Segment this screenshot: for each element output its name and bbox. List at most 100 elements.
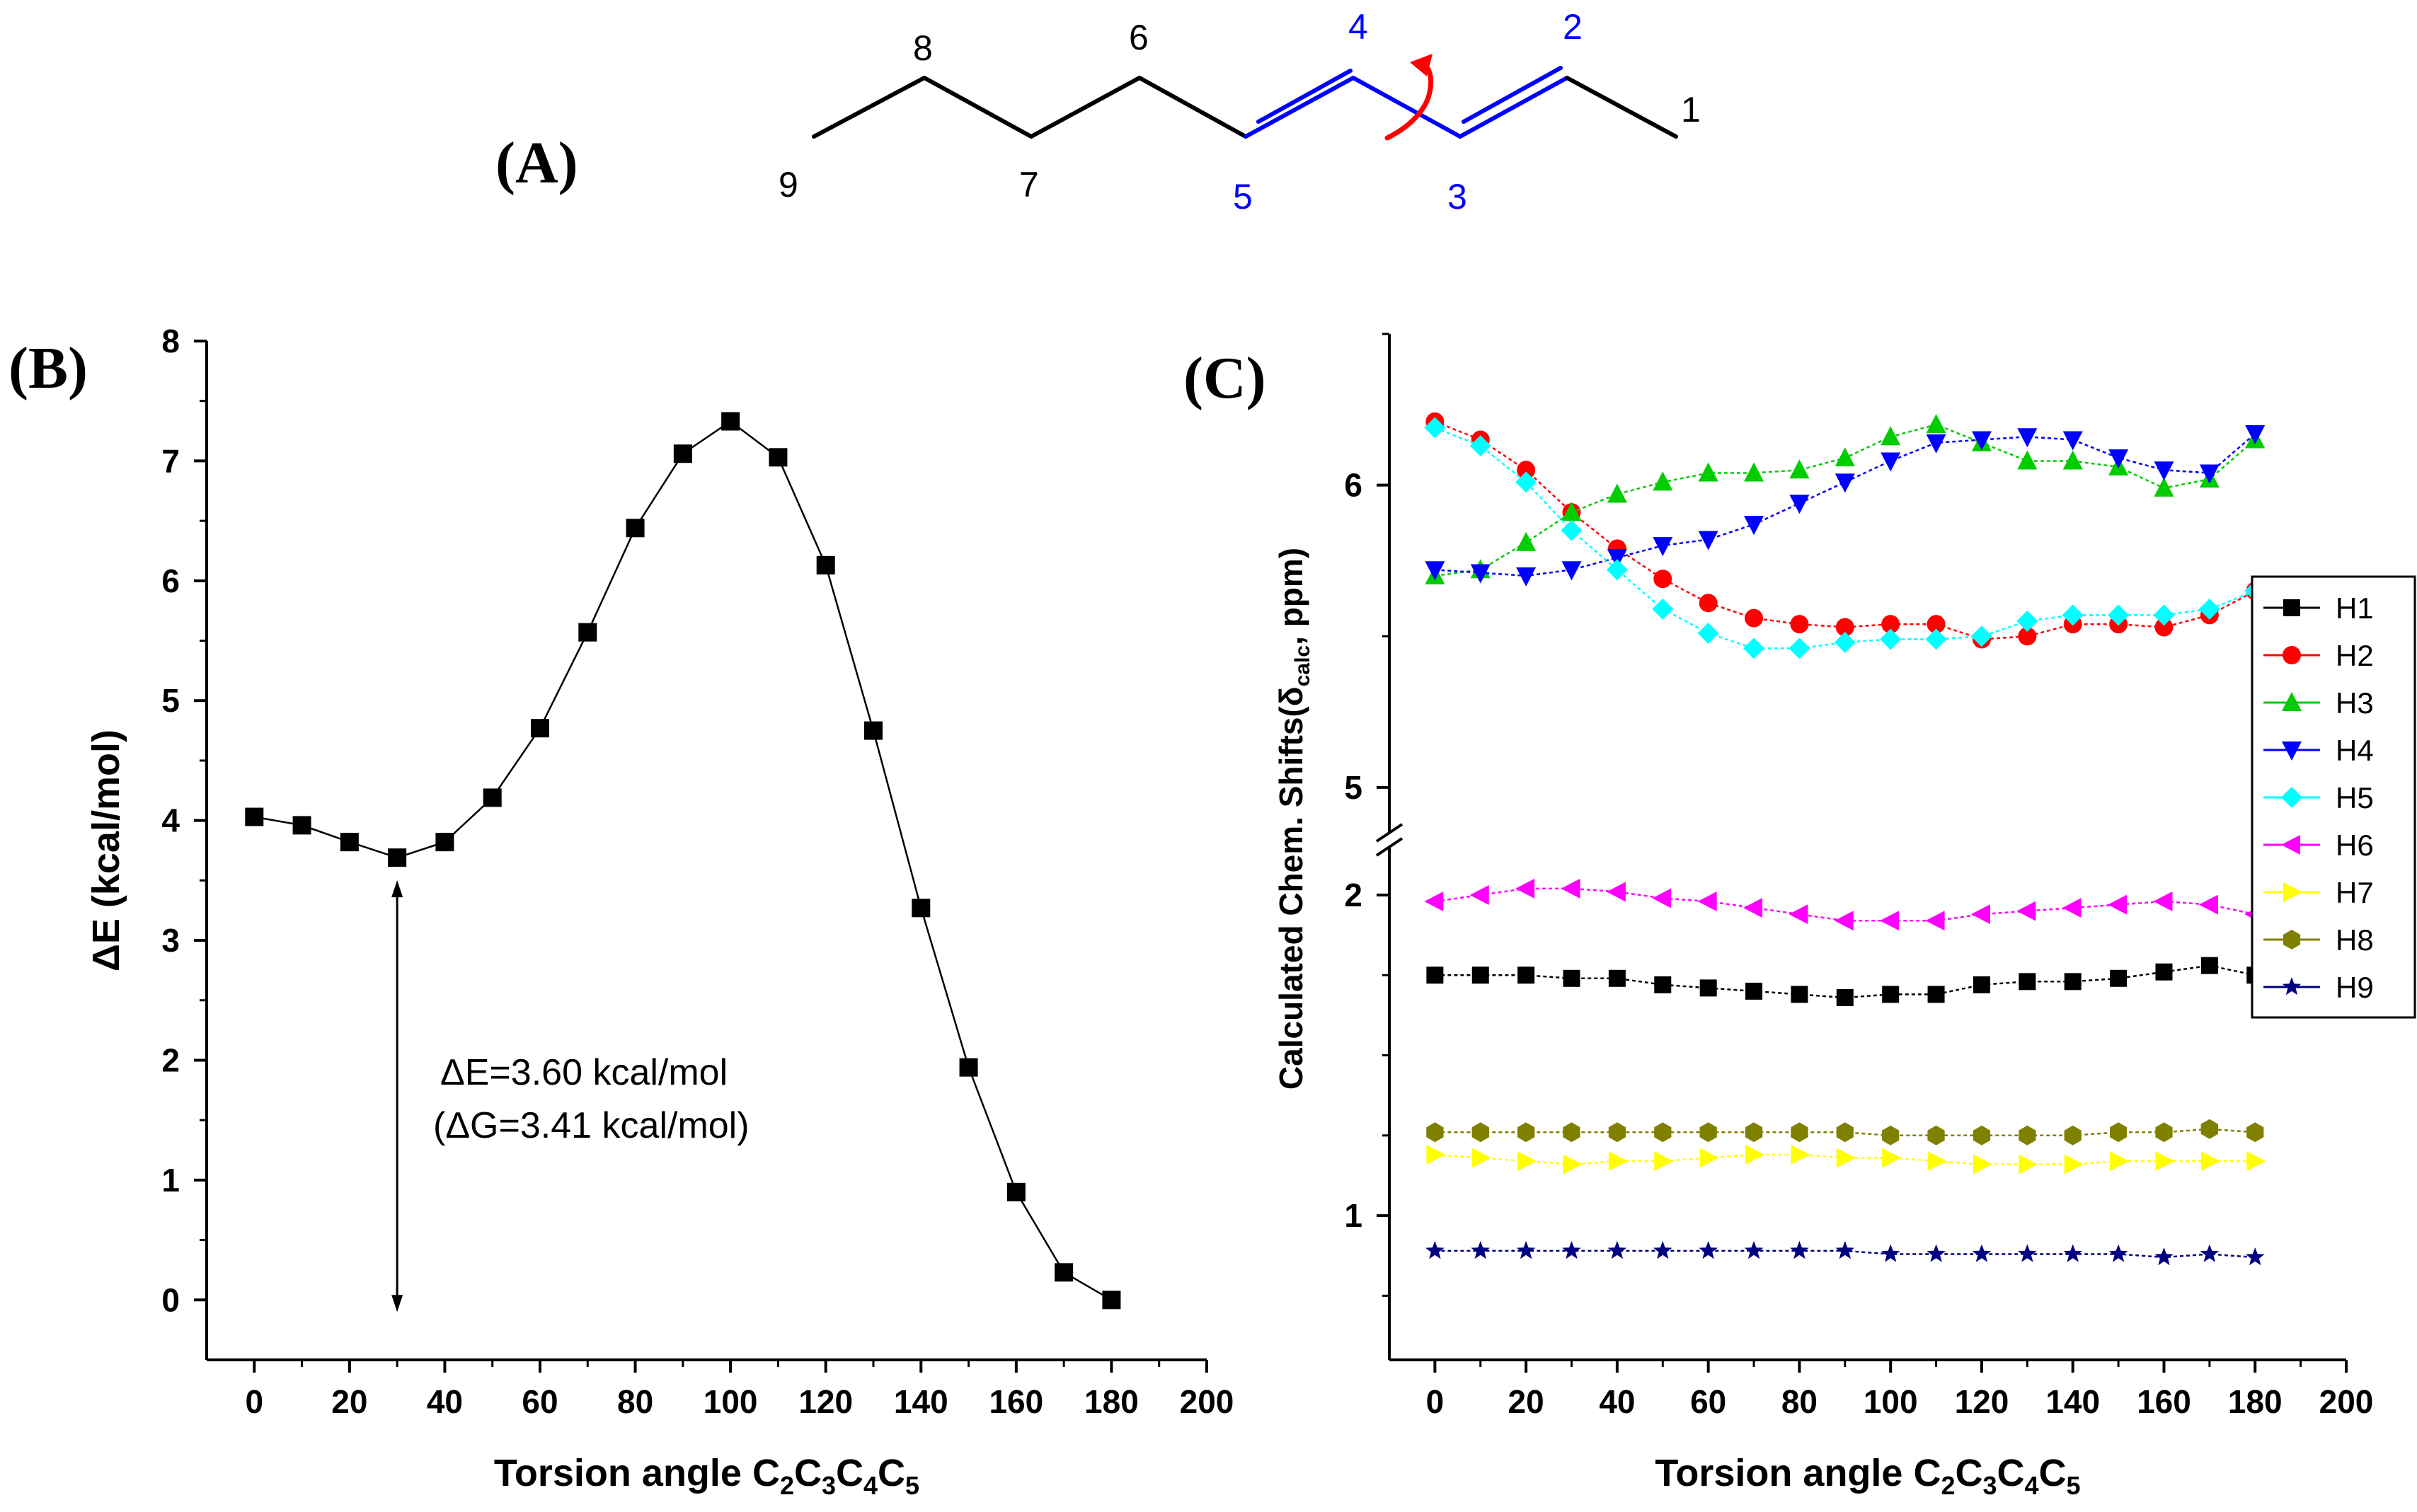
data-point [1743,898,1763,918]
atom-label-3: 3 [1447,177,1467,217]
data-point [2200,1244,2220,1262]
data-point [2154,1247,2174,1266]
x-tick-label: 160 [2137,1383,2191,1420]
y-axis-title-post: , ppm) [1273,548,1309,645]
data-point [1835,473,1855,493]
data-point [1517,1151,1537,1172]
data-point [2155,1122,2173,1143]
data-point [483,788,502,807]
data-point [1516,531,1537,551]
x-axis-title-c3: C [836,1452,863,1494]
data-point [1471,1148,1491,1168]
data-point [2064,1154,2084,1175]
x-axis-title: Torsion angle C2C3C4C5 [1655,1452,2080,1500]
data-point [1653,1240,1672,1259]
x-axis-title-pre: Torsion angle C [494,1452,780,1494]
data-point [1791,986,1808,1003]
x-tick-label: 60 [522,1383,558,1420]
data-point [1653,537,1673,557]
delta-e-arrow-head-down [391,1295,403,1312]
atom-label-7: 7 [1019,165,1039,204]
data-point [1608,969,1626,987]
x-axis-title-c4: C [878,1452,905,1494]
data-point [1654,976,1672,993]
y-tick-label: 0 [161,1281,180,1318]
data-point [1607,549,1627,569]
data-point [2200,1151,2220,1172]
data-point [1424,417,1446,439]
data-point [1471,1122,1489,1143]
data-point [1834,631,1856,653]
data-point [1426,1122,1444,1143]
data-point [1927,1151,1947,1172]
legend-label-h4: H4 [2336,734,2374,767]
y-axis-title: ΔE (kcal/mol) [85,729,127,971]
data-point [1835,618,1854,637]
data-point [1608,1122,1626,1143]
legend-label-h9: H9 [2336,971,2374,1004]
data-point [1517,966,1535,984]
legend-label-h5: H5 [2336,781,2374,814]
data-point [864,721,883,740]
data-point [1606,882,1626,902]
data-point [2246,1122,2264,1143]
data-point [2018,627,2037,646]
y-tick-label-lower: 2 [1344,877,1362,913]
data-point [1563,969,1580,987]
data-point [2199,464,2220,484]
data-point [1789,637,1810,659]
data-point [1835,447,1855,467]
data-point [1562,1240,1581,1259]
data-point [1789,459,1810,479]
x-axis-title-s4: 5 [2067,1471,2081,1500]
data-point [1834,911,1854,931]
data-point [1563,1122,1580,1143]
data-point [1608,1151,1628,1172]
bond-c3-c2-double [1462,66,1563,124]
data-point [340,833,359,852]
data-point [1515,878,1535,899]
legend-marker-h7 [2283,882,2302,902]
data-point [2016,901,2036,921]
data-point [1927,986,1945,1003]
bond-chain-black [812,76,1248,139]
data-point [1563,1154,1583,1175]
data-point [2017,428,2038,448]
data-point [1926,414,1946,434]
series-line-delta-e [254,420,1113,1301]
data-point [2018,1244,2037,1262]
data-point [1055,1263,1074,1282]
data-point [1790,1240,1809,1259]
data-point [1606,559,1628,581]
bond-c4-c3 [1351,76,1462,139]
atom-label-5: 5 [1233,177,1253,217]
atom-label-9: 9 [779,165,798,204]
data-point [1973,1125,1991,1145]
data-point [1471,1240,1491,1259]
data-point [2110,1151,2130,1172]
series-h6 [1424,878,2264,931]
series-h3 [1425,414,2266,584]
x-tick-label: 180 [1084,1383,1139,1420]
y-tick-label-upper: 5 [1344,769,1362,806]
y-tick-label: 8 [161,323,180,359]
bond-c5-c4-double [1256,69,1353,124]
data-point [1882,986,1900,1003]
y-axis-title-sub: calc [1291,645,1314,686]
data-point [1561,502,1582,521]
legend-marker-h2 [2283,646,2301,664]
data-point [1517,461,1536,480]
data-point [1745,608,1764,628]
bond-c5-c4 [1244,76,1355,139]
data-point [2198,894,2218,915]
data-point [1836,1122,1854,1143]
x-tick-label: 120 [798,1383,853,1420]
atom-labels: 1 2 3 4 5 6 7 8 9 [779,7,1701,217]
data-point [1699,594,1718,613]
data-point [1744,1240,1764,1259]
x-axis-title-s1: 2 [780,1471,794,1500]
x-tick-label: 140 [2045,1383,2100,1420]
panel-a-label: (A) [495,130,578,196]
